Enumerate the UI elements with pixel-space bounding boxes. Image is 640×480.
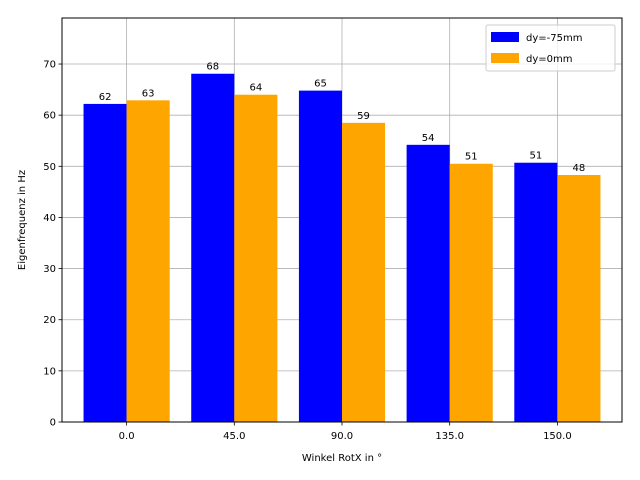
y-tick-label: 60	[43, 111, 56, 122]
legend: dy=-75mm dy=0mm	[485, 24, 616, 72]
y-tick-label: 10	[43, 366, 56, 377]
legend-swatch-dy-0mm	[491, 53, 519, 63]
data-labels: 62 68 65 54 51 63 64 59 51 48	[99, 62, 586, 174]
bar-dy-75mm-150-0	[514, 162, 558, 422]
y-tick-label: 50	[43, 162, 56, 173]
bars	[83, 73, 601, 423]
x-tick-label: 0.0	[119, 431, 135, 442]
data-label-dy-0mm: 64	[249, 83, 262, 94]
x-axis-ticks: 0.0 45.0 90.0 135.0 150.0	[119, 422, 572, 442]
y-tick-label: 30	[43, 264, 56, 275]
legend-label-dy-minus-75mm: dy=-75mm	[526, 33, 582, 44]
bar-dy-0mm-0-0	[126, 100, 170, 423]
y-tick-label: 40	[43, 213, 56, 224]
x-tick-label: 45.0	[223, 431, 245, 442]
legend-label-dy-0mm: dy=0mm	[526, 54, 573, 65]
x-tick-label: 150.0	[543, 431, 572, 442]
bar-dy-75mm-45-0	[191, 73, 235, 423]
data-label-dy-0mm: 59	[357, 111, 370, 122]
y-axis-ticks: 0 10 20 30 40 50 60 70	[43, 60, 62, 429]
legend-swatch-dy-minus-75mm	[491, 32, 519, 42]
x-tick-label: 135.0	[435, 431, 464, 442]
data-label-dy-75mm: 51	[529, 151, 542, 162]
y-axis-title: Eigenfrequenz in Hz	[17, 170, 28, 270]
y-tick-label: 0	[50, 418, 56, 429]
bar-dy-0mm-90-0	[342, 122, 386, 422]
data-label-dy-75mm: 54	[422, 133, 435, 144]
bar-dy-75mm-135-0	[406, 144, 450, 422]
y-tick-label: 20	[43, 315, 56, 326]
bar-dy-0mm-150-0	[557, 174, 601, 422]
data-label-dy-0mm: 51	[465, 152, 478, 163]
x-tick-label: 90.0	[331, 431, 353, 442]
bar-dy-75mm-0-0	[83, 103, 127, 422]
data-label-dy-75mm: 68	[206, 62, 219, 73]
bar-dy-75mm-90-0	[298, 90, 342, 422]
bar-dy-0mm-45-0	[234, 94, 278, 422]
bar-dy-0mm-135-0	[449, 163, 493, 423]
y-tick-label: 70	[43, 60, 56, 71]
x-axis-title: Winkel RotX in °	[302, 453, 382, 464]
data-label-dy-75mm: 62	[99, 92, 112, 103]
data-label-dy-0mm: 48	[573, 163, 586, 174]
data-label-dy-75mm: 65	[314, 79, 327, 90]
data-label-dy-0mm: 63	[142, 88, 155, 99]
